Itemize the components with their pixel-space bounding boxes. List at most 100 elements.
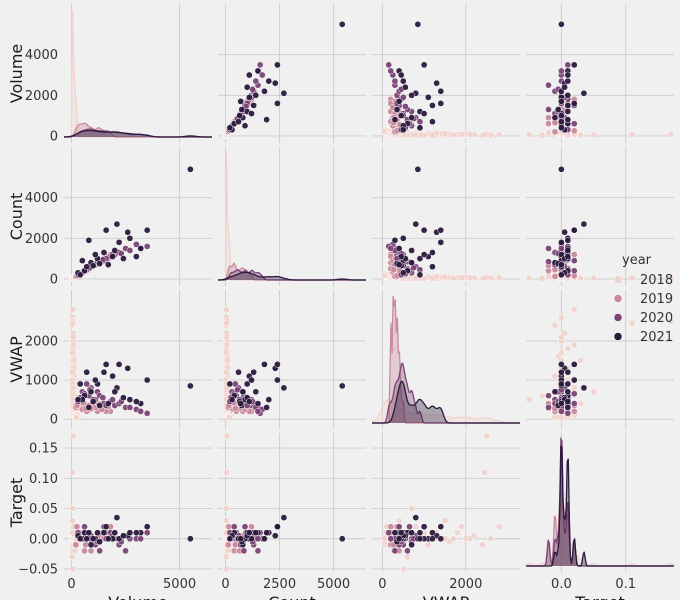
scatter-point-2018-0	[487, 535, 495, 543]
y-tick-label-count: 4000	[25, 191, 58, 206]
x-tick-label-target: 0.1	[615, 577, 636, 592]
scatter-point-2020-5	[545, 81, 552, 89]
scatter-point-2020-7	[143, 529, 151, 537]
y-tick-label-count: 2000	[25, 232, 58, 247]
scatter-point-2019-7	[545, 120, 552, 128]
scatter-point-2021-24	[397, 253, 405, 260]
scatter-point-2020-19	[126, 404, 134, 411]
scatter-point-2019-14	[551, 128, 559, 136]
scatter-point-2021-18	[83, 263, 91, 271]
scatter-point-2021-18	[235, 118, 242, 126]
scatter-point-2021-6	[245, 93, 253, 101]
scatter-point-2018-10	[551, 372, 559, 380]
scatter-point-2020-10	[416, 118, 424, 126]
y-tick-label-vwap: 0	[50, 413, 58, 428]
scatter-group-2021-volume-vwap	[391, 20, 445, 134]
scatter-group-2021-vwap-volume	[74, 361, 194, 411]
scatter-point-2021-21	[111, 247, 119, 254]
scatter-point-2021-18	[429, 263, 436, 271]
scatter-point-2021-22	[237, 535, 245, 543]
scatter-point-2021-19	[74, 396, 82, 403]
scatter-point-2018-30	[222, 553, 230, 561]
scatter-point-2021-4	[437, 87, 445, 95]
y-tick-label-target: 0.15	[29, 442, 58, 457]
scatter-point-2021-22	[558, 98, 565, 105]
scatter-point-2021-11	[408, 114, 415, 121]
scatter-point-2021-19	[399, 269, 407, 277]
scatter-point-2020-7	[385, 61, 393, 69]
y-axis-label-volume: Volume	[7, 44, 26, 104]
scatter-group-2018-volume-vwap	[380, 126, 503, 139]
scatter-point-2020-7	[143, 409, 151, 417]
scatter-point-2018-54	[226, 414, 233, 421]
scatter-point-2020-7	[564, 409, 572, 417]
scatter-point-2021-18	[83, 535, 91, 543]
scatter-point-2021-24	[397, 529, 405, 537]
scatter-point-2018-1	[69, 306, 77, 313]
scatter-point-2018-37	[466, 131, 474, 138]
scatter-point-2018-29	[223, 505, 230, 512]
scatter-point-2021-17	[564, 236, 572, 244]
x-tick-label-count: 0	[221, 577, 229, 592]
scatter-point-2021-23	[558, 380, 565, 388]
scatter-point-2021-21	[252, 529, 260, 537]
scatter-point-2018-5	[564, 345, 572, 353]
scatter-point-2021-21	[252, 91, 260, 99]
x-tick-label-vwap: 0	[378, 577, 386, 592]
scatter-point-2021-11	[551, 388, 559, 396]
scatter-point-2018-49	[69, 384, 77, 392]
scatter-point-2018-26	[223, 319, 230, 327]
scatter-point-2021-14	[564, 368, 572, 376]
scatter-point-2020-19	[126, 247, 134, 254]
scatter-point-2021-24	[133, 253, 140, 260]
scatter-point-2021-18	[429, 118, 436, 126]
scatter-point-2018-30	[68, 553, 76, 561]
scatter-point-2018-38	[570, 341, 578, 349]
y-axis-label-count: Count	[7, 193, 26, 241]
scatter-point-2020-24	[254, 408, 262, 415]
scatter-point-2019-24	[231, 405, 239, 412]
scatter-point-2021-15	[397, 112, 405, 119]
scatter-point-2018-31	[525, 131, 533, 139]
scatter-point-2021-14	[100, 368, 108, 376]
scatter-point-2018-54	[380, 535, 388, 543]
y-tick-label-target: −0.05	[18, 562, 58, 577]
scatter-point-2020-19	[391, 77, 399, 85]
scatter-point-2020-14	[230, 523, 238, 531]
scatter-point-2021-0	[414, 20, 422, 28]
scatter-point-2021-24	[133, 398, 140, 405]
scatter-point-2021-17	[85, 404, 93, 411]
scatter-point-2021-13	[241, 122, 249, 130]
scatter-point-2019-14	[551, 273, 559, 280]
scatter-point-2018-37	[558, 333, 565, 341]
scatter-point-2018-0	[558, 314, 565, 321]
scatter-point-2021-15	[89, 535, 97, 543]
legend-marker-2019	[613, 294, 623, 303]
scatter-point-2019-5	[570, 251, 578, 258]
scatter-point-2018-13	[570, 384, 578, 392]
scatter-point-2020-23	[99, 394, 107, 402]
kde-fill-2020-count	[218, 270, 366, 280]
scatter-point-2021-11	[408, 259, 415, 267]
scatter-point-2021-16	[243, 83, 251, 91]
scatter-point-2020-7	[385, 529, 393, 537]
panel-background	[526, 433, 674, 572]
scatter-point-2018-15	[225, 547, 232, 555]
scatter-point-2021-9	[102, 361, 110, 368]
scatter-point-2021-4	[437, 535, 445, 543]
scatter-point-2021-11	[239, 388, 247, 396]
scatter-point-2021-15	[89, 398, 97, 405]
scatter-point-2018-41	[429, 131, 436, 139]
scatter-point-2021-3	[254, 400, 262, 407]
scatter-group-2021-volume-target	[551, 20, 588, 134]
x-tick-label-volume: 0	[67, 577, 75, 592]
scatter-point-2021-8	[280, 89, 288, 97]
scatter-point-2020-24	[254, 535, 262, 543]
legend-entry-2020: 2020	[640, 311, 673, 326]
scatter-point-2018-30	[538, 275, 546, 282]
scatter-point-2018-29	[590, 388, 597, 396]
scatter-point-2021-4	[437, 239, 445, 246]
scatter-point-2021-3	[137, 245, 145, 252]
scatter-point-2018-37	[466, 274, 474, 282]
